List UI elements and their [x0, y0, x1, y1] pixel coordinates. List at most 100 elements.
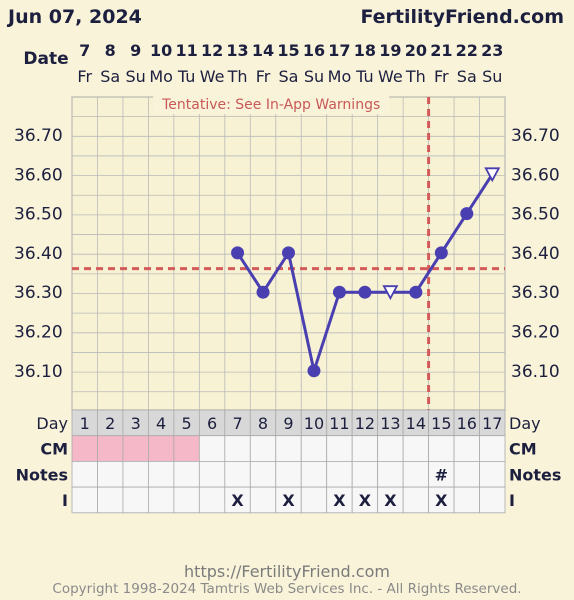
date-label: 13	[226, 41, 248, 60]
cm-cell	[453, 435, 480, 462]
cm-row-label-left: CM	[40, 440, 68, 459]
date-label: 9	[130, 41, 141, 60]
cm-cell	[173, 435, 200, 462]
i-cell	[479, 486, 506, 514]
cycle-day-label: 17	[482, 414, 502, 433]
y-tick-label-left: 36.10	[14, 362, 63, 382]
y-tick-label-left: 36.20	[14, 323, 63, 343]
day-cell	[173, 409, 200, 437]
cm-cell	[275, 435, 302, 462]
cycle-day-label: 8	[258, 414, 268, 433]
notes-cell	[428, 460, 455, 488]
notes-row-label-right: Notes	[509, 465, 561, 484]
footer-url[interactable]: https://FertilityFriend.com	[184, 562, 390, 581]
i-cell	[148, 486, 175, 514]
cycle-day-label: 6	[207, 414, 217, 433]
date-label: 20	[405, 41, 427, 60]
weekday-label: Tu	[177, 67, 195, 86]
y-tick-label-right: 36.70	[511, 126, 560, 146]
weekday-label: Fr	[434, 67, 449, 86]
cm-cell	[249, 435, 277, 462]
temperature-point	[358, 285, 372, 299]
y-tick-label-left: 36.30	[14, 283, 63, 303]
day-cell	[402, 409, 429, 437]
date-label: 7	[79, 41, 90, 60]
warning-bg	[153, 95, 390, 114]
date-row-label: Date	[23, 49, 68, 69]
notes-cell	[173, 460, 200, 488]
temperature-point	[434, 246, 448, 260]
notes-row-label-left: Notes	[16, 465, 68, 484]
date-label: 22	[456, 41, 478, 60]
site-name: FertilityFriend.com	[360, 6, 564, 28]
weekday-label: Fr	[77, 67, 92, 86]
cycle-day-label: 13	[380, 414, 400, 433]
cycle-day-label: 3	[131, 414, 141, 433]
weekday-label: Th	[227, 67, 248, 86]
date-label: 23	[481, 41, 503, 60]
weekday-label: Th	[405, 67, 426, 86]
i-cell	[300, 486, 328, 514]
intercourse-mark: X	[359, 491, 372, 510]
day-row-label-right: Day	[509, 414, 541, 433]
temperature-point	[231, 246, 245, 260]
cycle-day-label: 11	[329, 414, 349, 433]
day-cell	[351, 409, 379, 437]
y-tick-label-right: 36.50	[511, 205, 560, 225]
cycle-day-label: 9	[283, 414, 293, 433]
temperature-point	[307, 364, 321, 378]
notes-mark: #	[435, 465, 448, 484]
notes-cell	[97, 460, 124, 488]
weekday-label: Sa	[279, 67, 299, 86]
day-cell	[122, 409, 149, 437]
i-cell	[402, 486, 429, 514]
cycle-day-label: 12	[355, 414, 375, 433]
intercourse-mark: X	[435, 491, 448, 510]
intercourse-mark: X	[333, 491, 346, 510]
cm-row-label-right: CM	[509, 440, 537, 459]
i-cell	[97, 486, 124, 514]
notes-cell	[71, 460, 98, 488]
notes-cell	[453, 460, 480, 488]
day-cell	[224, 409, 251, 437]
footer-copyright: Copyright 1998-2024 Tamtris Web Services…	[52, 581, 522, 597]
weekday-label: Mo	[328, 67, 352, 86]
y-tick-label-left: 36.70	[14, 126, 63, 146]
temperature-point-open	[382, 285, 399, 301]
date-label: 10	[150, 41, 172, 60]
notes-cell	[148, 460, 175, 488]
date-label: 8	[105, 41, 116, 60]
date-label: 16	[303, 41, 325, 60]
cm-cell	[479, 435, 506, 462]
date-label: 18	[354, 41, 376, 60]
day-cell	[198, 409, 226, 437]
cycle-day-label: 10	[304, 414, 324, 433]
i-cell	[249, 486, 277, 514]
weekday-label: Su	[482, 67, 502, 86]
cycle-day-label: 15	[431, 414, 451, 433]
cm-cell	[198, 435, 226, 462]
date-label: 12	[201, 41, 223, 60]
day-cell	[97, 409, 124, 437]
cm-cell	[300, 435, 328, 462]
intercourse-mark: X	[384, 491, 397, 510]
day-cell	[428, 409, 455, 437]
temperature-point	[282, 246, 295, 260]
weekday-label: We	[378, 67, 403, 86]
cycle-day-label: 4	[156, 414, 166, 433]
cm-cell	[326, 435, 353, 462]
date-label: 21	[430, 41, 452, 60]
notes-cell	[326, 460, 353, 488]
notes-cell	[249, 460, 277, 488]
cycle-day-label: 16	[457, 414, 477, 433]
day-cell	[148, 409, 175, 437]
notes-cell	[224, 460, 251, 488]
notes-cell	[351, 460, 379, 488]
i-cell	[377, 486, 404, 514]
y-tick-label-right: 36.10	[511, 362, 560, 382]
notes-cell	[479, 460, 506, 488]
weekday-label: Mo	[149, 67, 173, 86]
cm-cell	[97, 435, 124, 462]
i-cell	[71, 486, 98, 514]
weekday-label: Fr	[256, 67, 271, 86]
